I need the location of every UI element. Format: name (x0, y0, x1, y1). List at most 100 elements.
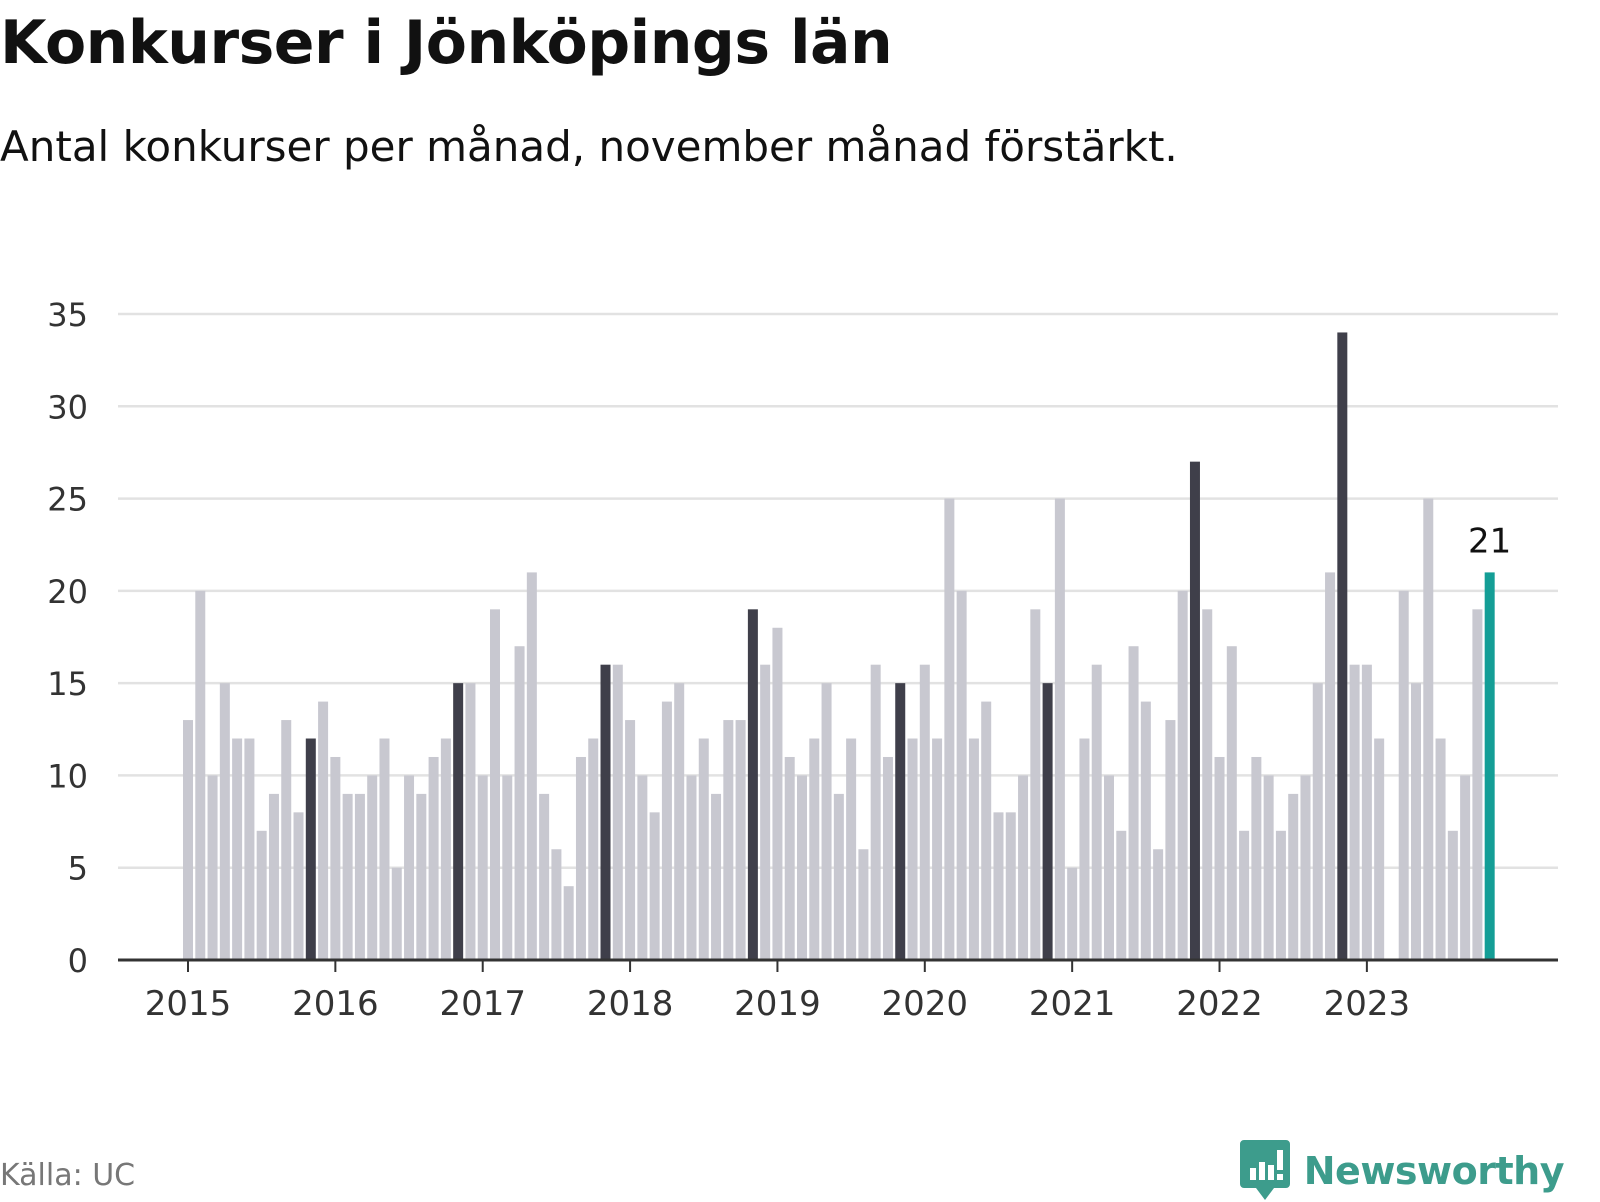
bar (870, 664, 881, 960)
bar (1091, 664, 1102, 960)
bar (1300, 775, 1311, 960)
data-label: 21 (1468, 521, 1511, 561)
bar (1104, 775, 1114, 960)
newsworthy-logo-icon (1239, 1140, 1290, 1200)
bar (735, 720, 746, 960)
bar (1374, 738, 1385, 960)
bar (846, 738, 857, 960)
bar (956, 590, 967, 960)
data-labels: 21 (1468, 521, 1511, 561)
bar (1263, 775, 1274, 960)
bar (391, 867, 402, 960)
bar (760, 664, 771, 960)
bar (575, 756, 586, 960)
x-tick-label: 2023 (1324, 984, 1411, 1024)
bar (1116, 830, 1127, 960)
bar (993, 812, 1004, 960)
bar (1153, 849, 1164, 960)
bar (1288, 793, 1299, 960)
bar (281, 720, 292, 960)
bar (797, 775, 807, 960)
bar (1398, 590, 1409, 960)
bar (330, 756, 341, 960)
bar (1251, 756, 1262, 960)
bar (1054, 498, 1065, 960)
y-tick-label: 5 (68, 850, 88, 888)
bar (1005, 812, 1016, 960)
bar (698, 738, 709, 960)
x-tick-label: 2019 (734, 984, 821, 1024)
y-tick-label: 25 (47, 481, 88, 519)
bar (440, 738, 451, 960)
bar (932, 738, 943, 960)
y-tick-label: 15 (47, 665, 88, 703)
bar (539, 793, 550, 960)
bar (1447, 830, 1458, 960)
bar (465, 683, 476, 960)
x-tick-label: 2017 (439, 984, 526, 1024)
bar (588, 738, 599, 960)
bar (1177, 590, 1188, 960)
bar (1472, 609, 1483, 960)
bar (772, 627, 783, 960)
bar (944, 498, 955, 960)
bar (625, 720, 636, 960)
bar (207, 775, 218, 960)
bar (1079, 738, 1090, 960)
bar (342, 793, 353, 960)
bar-november (1042, 683, 1053, 960)
bar (919, 664, 930, 960)
bar (858, 849, 869, 960)
y-tick-label: 10 (47, 757, 88, 795)
bar (1325, 572, 1336, 960)
x-tick-label: 2021 (1029, 984, 1116, 1024)
bar (1128, 646, 1139, 960)
x-tick-label: 2015 (145, 984, 232, 1024)
bar (1140, 701, 1151, 960)
bar (907, 738, 918, 960)
bar (354, 793, 365, 960)
bar (1067, 867, 1078, 960)
bar (1361, 664, 1372, 960)
bar (1214, 756, 1225, 960)
bar (809, 738, 820, 960)
bar (723, 720, 734, 960)
x-axis-tick-labels: 2015 2016 2017 2018 2019 2020 2021 2022 2023 (145, 984, 1410, 1024)
bar (1460, 775, 1471, 960)
bar (1275, 830, 1286, 960)
bar-november (1337, 332, 1348, 960)
bar (232, 738, 243, 960)
bar (968, 738, 979, 960)
bar (612, 664, 623, 960)
bars (183, 332, 1495, 960)
bar-november (453, 683, 464, 960)
bar (563, 886, 574, 960)
bar (1202, 609, 1213, 960)
bar (882, 756, 893, 960)
bar (195, 590, 206, 960)
bar-november (305, 738, 316, 960)
bar (637, 775, 648, 960)
bar (490, 609, 500, 960)
bar (1165, 720, 1176, 960)
brand-name: Newsworthy (1303, 1149, 1565, 1193)
x-axis (118, 958, 1558, 972)
bar (833, 793, 844, 960)
bar (821, 683, 832, 960)
bar (183, 720, 193, 960)
bar (428, 756, 439, 960)
bar (649, 812, 660, 960)
bar (551, 849, 562, 960)
y-tick-label: 30 (47, 388, 88, 426)
bar-november (600, 664, 611, 960)
bar (293, 812, 304, 960)
brand-logo: Newsworthy (1239, 1140, 1565, 1202)
bar-latest (1484, 572, 1495, 960)
bar (404, 775, 415, 960)
bar (661, 701, 672, 960)
bar-november (1189, 461, 1200, 960)
bar (784, 756, 795, 960)
bar (1435, 738, 1446, 960)
bar-november (895, 683, 906, 960)
